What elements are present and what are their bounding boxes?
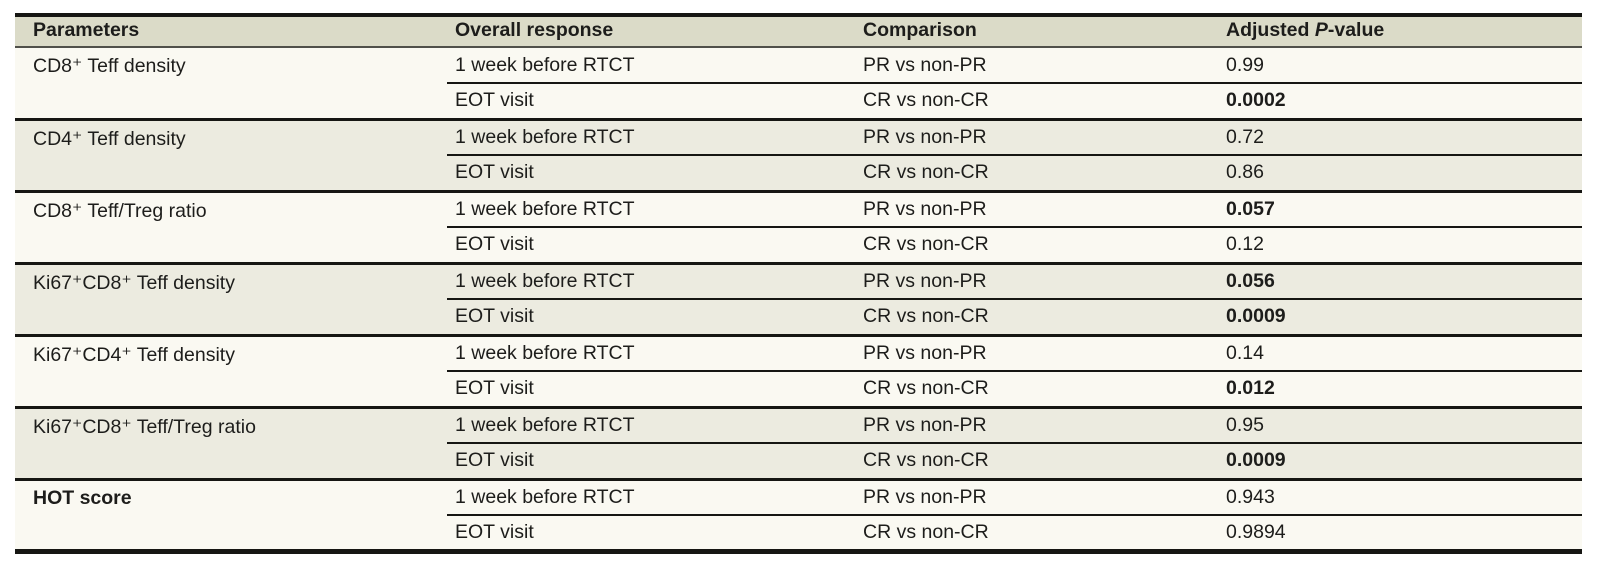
table-row: CD4⁺ Teff density 1 week before RTCT PR … bbox=[15, 119, 1582, 156]
header-adjusted-pvalue: Adjusted P-value bbox=[1218, 15, 1582, 48]
comparison-cell: PR vs non-PR bbox=[855, 191, 1218, 228]
table-header-row: Parameters Overall response Comparison A… bbox=[15, 15, 1582, 48]
response-cell: EOT visit bbox=[455, 161, 534, 184]
comparison-cell: CR vs non-CR bbox=[863, 89, 989, 112]
response-cell: 1 week before RTCT bbox=[447, 263, 855, 300]
response-cell: EOT visit bbox=[455, 449, 534, 472]
table-row: Parameters Overall response Comparison A… bbox=[15, 15, 1582, 48]
pvalue-cell: 0.012 bbox=[1226, 377, 1275, 400]
table-row: EOT visit CR vs non-CR 0.0009 bbox=[15, 299, 1582, 335]
header-parameters: Parameters bbox=[15, 15, 447, 48]
table-row: CD8⁺ Teff/Treg ratio 1 week before RTCT … bbox=[15, 191, 1582, 228]
param-group-ki67-cd8-teff-density: Ki67⁺CD8⁺ Teff density 1 week before RTC… bbox=[15, 263, 1582, 335]
param-group-hot-score: HOT score 1 week before RTCT PR vs non-P… bbox=[15, 479, 1582, 551]
table-row: Ki67⁺CD8⁺ Teff/Treg ratio 1 week before … bbox=[15, 407, 1582, 444]
comparison-cell: CR vs non-CR bbox=[863, 520, 989, 543]
comparison-cell: PR vs non-PR bbox=[855, 263, 1218, 300]
response-cell: EOT visit bbox=[455, 89, 534, 112]
comparison-cell: PR vs non-PR bbox=[855, 335, 1218, 372]
pvalue-cell: 0.95 bbox=[1218, 407, 1582, 444]
param-group-ki67-cd4-teff-density: Ki67⁺CD4⁺ Teff density 1 week before RTC… bbox=[15, 335, 1582, 407]
pvalue-header-suffix: -value bbox=[1327, 19, 1385, 41]
pvalue-cell: 0.9894 bbox=[1226, 520, 1286, 543]
param-cell: CD8⁺ Teff/Treg ratio bbox=[33, 199, 207, 222]
response-cell: 1 week before RTCT bbox=[447, 191, 855, 228]
response-cell: 1 week before RTCT bbox=[447, 119, 855, 156]
table-row: CD8⁺ Teff density 1 week before RTCT PR … bbox=[15, 47, 1582, 84]
param-cell: CD8⁺ Teff density bbox=[33, 55, 186, 77]
table-row: EOT visit CR vs non-CR 0.9894 bbox=[15, 515, 1582, 551]
table-row: HOT score 1 week before RTCT PR vs non-P… bbox=[15, 479, 1582, 516]
response-cell: 1 week before RTCT bbox=[447, 479, 855, 516]
header-overall-response: Overall response bbox=[447, 15, 855, 48]
pvalue-header-italic-p: P bbox=[1314, 19, 1328, 41]
pvalue-cell: 0.0009 bbox=[1226, 449, 1286, 472]
response-cell: 1 week before RTCT bbox=[447, 335, 855, 372]
table-row: EOT visit CR vs non-CR 0.012 bbox=[15, 371, 1582, 407]
comparison-cell: CR vs non-CR bbox=[863, 233, 989, 256]
response-cell: 1 week before RTCT bbox=[447, 407, 855, 444]
pvalue-cell: 0.056 bbox=[1218, 263, 1582, 300]
param-group-cd8-teff-density: CD8⁺ Teff density 1 week before RTCT PR … bbox=[15, 47, 1582, 119]
comparison-cell: CR vs non-CR bbox=[863, 449, 989, 472]
comparison-cell: PR vs non-PR bbox=[855, 479, 1218, 516]
pvalue-cell: 0.0002 bbox=[1226, 89, 1286, 112]
comparison-cell: PR vs non-PR bbox=[855, 119, 1218, 156]
pvalue-cell: 0.86 bbox=[1226, 161, 1264, 184]
response-cell: EOT visit bbox=[455, 233, 534, 256]
pvalue-cell: 0.72 bbox=[1218, 119, 1582, 156]
pvalue-cell: 0.0009 bbox=[1226, 305, 1286, 328]
pvalue-cell: 0.14 bbox=[1218, 335, 1582, 372]
response-cell: 1 week before RTCT bbox=[447, 47, 855, 84]
param-cell: Ki67⁺CD8⁺ Teff density bbox=[33, 271, 235, 294]
param-cell: Ki67⁺CD4⁺ Teff density bbox=[33, 343, 235, 366]
response-cell: EOT visit bbox=[455, 305, 534, 328]
param-cell: Ki67⁺CD8⁺ Teff/Treg ratio bbox=[33, 415, 256, 438]
table-row: Ki67⁺CD4⁺ Teff density 1 week before RTC… bbox=[15, 335, 1582, 372]
comparison-cell: CR vs non-CR bbox=[863, 161, 989, 184]
table-row: Ki67⁺CD8⁺ Teff density 1 week before RTC… bbox=[15, 263, 1582, 300]
header-comparison: Comparison bbox=[855, 15, 1218, 48]
param-group-cd4-teff-density: CD4⁺ Teff density 1 week before RTCT PR … bbox=[15, 119, 1582, 191]
response-cell: EOT visit bbox=[455, 377, 534, 400]
statistics-table: Parameters Overall response Comparison A… bbox=[15, 13, 1582, 554]
comparison-cell: PR vs non-PR bbox=[855, 407, 1218, 444]
table-row: EOT visit CR vs non-CR 0.0009 bbox=[15, 443, 1582, 479]
comparison-cell: CR vs non-CR bbox=[863, 377, 989, 400]
table-row: EOT visit CR vs non-CR 0.86 bbox=[15, 155, 1582, 191]
param-group-ki67-cd8-teff-treg-ratio: Ki67⁺CD8⁺ Teff/Treg ratio 1 week before … bbox=[15, 407, 1582, 479]
pvalue-cell: 0.99 bbox=[1218, 47, 1582, 84]
comparison-cell: PR vs non-PR bbox=[855, 47, 1218, 84]
pvalue-cell: 0.057 bbox=[1218, 191, 1582, 228]
param-cell: CD4⁺ Teff density bbox=[33, 127, 186, 150]
table-row: EOT visit CR vs non-CR 0.12 bbox=[15, 227, 1582, 263]
pvalue-cell: 0.943 bbox=[1218, 479, 1582, 516]
response-cell: EOT visit bbox=[455, 520, 534, 543]
param-cell: HOT score bbox=[33, 486, 132, 509]
pvalue-header-prefix: Adjusted bbox=[1226, 19, 1315, 41]
comparison-cell: CR vs non-CR bbox=[863, 305, 989, 328]
table-row: EOT visit CR vs non-CR 0.0002 bbox=[15, 83, 1582, 119]
param-group-cd8-teff-treg-ratio: CD8⁺ Teff/Treg ratio 1 week before RTCT … bbox=[15, 191, 1582, 263]
pvalue-cell: 0.12 bbox=[1226, 233, 1264, 256]
